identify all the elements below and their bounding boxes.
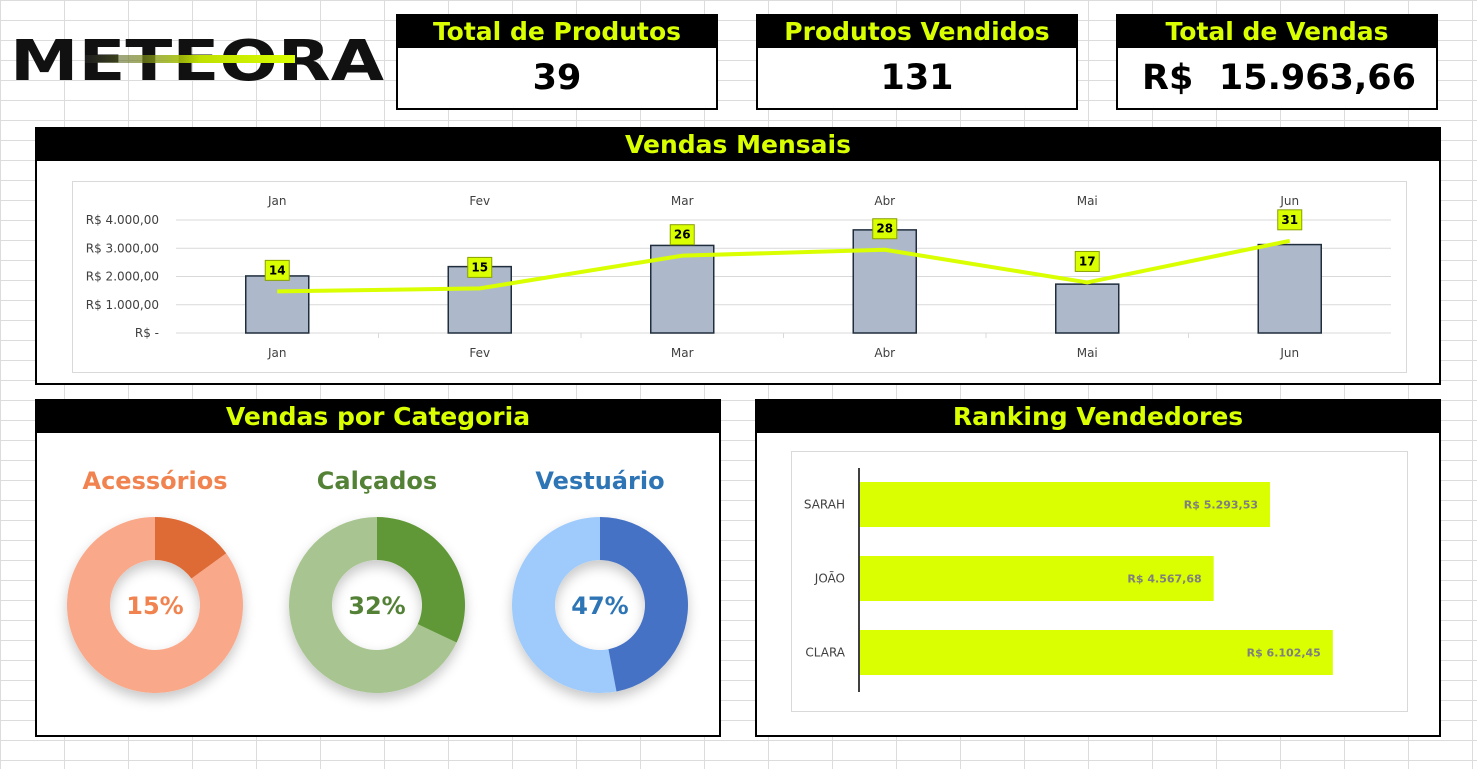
x-tick-label-top: Jun	[1279, 194, 1299, 208]
y-tick-label: R$ 4.000,00	[86, 213, 159, 227]
x-tick-label: Abr	[874, 346, 895, 360]
line-series	[277, 238, 1291, 294]
data-label: 17	[1079, 254, 1096, 268]
kpi-total-vendas-label: Total de Vendas	[1118, 16, 1436, 48]
donut-percent-label: 15%	[126, 592, 183, 620]
x-tick-label-top: Abr	[874, 194, 895, 208]
donut-remainder-slice	[67, 517, 244, 693]
donut-title: Acessórios	[83, 467, 228, 495]
kpi-total-vendas-currency: R$	[1142, 58, 1194, 98]
line-point-marker	[872, 218, 898, 240]
category-label: CLARA	[805, 646, 845, 660]
y-tick-label: R$ 2.000,00	[86, 270, 159, 284]
panel-vendas-mensais: Vendas Mensais R$ - R$ 1.000,00 R$ 2.000,0…	[35, 127, 1441, 385]
y-tick-label: R$ 1.000,00	[86, 298, 159, 312]
kpi-produtos-vendidos: Produtos Vendidos 131	[756, 14, 1078, 110]
line-point-marker	[669, 224, 695, 246]
y-tick-label: R$ 3.000,00	[86, 241, 159, 255]
ranking-chart-frame: R$ 5.293,53 SARAH R$ 4.567,68 JOÃO R$ 6.102,…	[791, 451, 1408, 712]
data-label: 14	[269, 263, 286, 277]
data-label: R$ 5.293,53	[1184, 499, 1258, 512]
panel-vendas-mensais-title: Vendas Mensais	[37, 129, 1439, 161]
bar	[245, 275, 310, 334]
donut-2	[289, 517, 466, 693]
kpi-total-produtos-value: 39	[532, 58, 582, 98]
donut-remainder-slice	[289, 517, 457, 693]
line-point-marker	[1074, 250, 1100, 272]
kpi-produtos-vendidos-value: 131	[880, 58, 954, 98]
bar	[1055, 283, 1120, 334]
donut-1	[67, 517, 244, 693]
x-tick-label: Mar	[671, 346, 694, 360]
data-label: 28	[876, 222, 893, 236]
x-tick-label-top: Mar	[671, 194, 694, 208]
kpi-produtos-vendidos-label: Produtos Vendidos	[758, 16, 1076, 48]
category-donut-charts: Acessórios 15% Calçados 32% Vestuário 47%	[67, 467, 689, 693]
data-label: R$ 4.567,68	[1127, 573, 1201, 586]
x-tick-label: Jan	[267, 346, 287, 360]
panel-ranking-vendedores-title: Ranking Vendedores	[757, 401, 1439, 433]
x-tick-label-top: Jan	[267, 194, 287, 208]
donut-percent-label: 47%	[571, 592, 628, 620]
kpi-total-produtos-label: Total de Produtos	[398, 16, 716, 48]
donut-percent-label: 32%	[348, 592, 405, 620]
data-label: R$ 6.102,45	[1247, 647, 1321, 660]
meteora-logo: METEORA	[10, 30, 385, 90]
bar	[859, 482, 1271, 527]
panel-ranking-vendedores: Ranking Vendedores R$ 5.293,53 SARAH R$ 4.…	[755, 399, 1441, 737]
category-label: SARAH	[804, 498, 845, 512]
data-label: 15	[471, 260, 488, 274]
x-tick-label-top: Mai	[1077, 194, 1098, 208]
panel-vendas-categoria: Vendas por Categoria Acessórios 15% Calçad…	[35, 399, 721, 737]
bar	[852, 229, 917, 334]
kpi-total-vendas-amount: 15.963,66	[1218, 58, 1416, 98]
kpi-total-produtos: Total de Produtos 39	[396, 14, 718, 110]
panel-vendas-categoria-title: Vendas por Categoria	[37, 401, 719, 433]
x-tick-label-top: Fev	[469, 194, 490, 208]
donut-share-slice	[600, 517, 689, 692]
kpi-total-vendas: Total de Vendas R$ 15.963,66	[1116, 14, 1438, 110]
data-label: 31	[1281, 213, 1298, 227]
y-tick-label: R$ -	[135, 326, 159, 340]
donut-title: Calçados	[317, 467, 437, 495]
donut-remainder-slice	[512, 517, 617, 693]
line-point-marker	[1277, 209, 1303, 231]
monthly-chart-frame: R$ - R$ 1.000,00 R$ 2.000,00 R$ 3.000,00 R$ …	[72, 181, 1407, 373]
data-label: 26	[674, 228, 691, 242]
line-point-marker	[264, 259, 290, 281]
x-tick-label: Fev	[469, 346, 490, 360]
kpi-total-vendas-value: R$ 15.963,66	[1118, 48, 1436, 108]
bar	[1257, 243, 1322, 334]
bar	[859, 630, 1333, 675]
ranking-bar-chart: R$ 5.293,53 SARAH R$ 4.567,68 JOÃO R$ 6.102,…	[804, 468, 1333, 692]
donut-3	[512, 517, 689, 693]
donut-share-slice	[377, 517, 466, 643]
donut-title: Vestuário	[535, 467, 664, 495]
x-tick-label: Mai	[1077, 346, 1098, 360]
x-tick-label: Jun	[1279, 346, 1299, 360]
monthly-sales-chart: R$ - R$ 1.000,00 R$ 2.000,00 R$ 3.000,00 R$ …	[86, 194, 1391, 360]
category-label: JOÃO	[814, 571, 845, 586]
bar	[447, 265, 512, 334]
line-point-marker	[467, 256, 493, 278]
donut-share-slice	[155, 517, 227, 579]
bar	[859, 556, 1214, 601]
